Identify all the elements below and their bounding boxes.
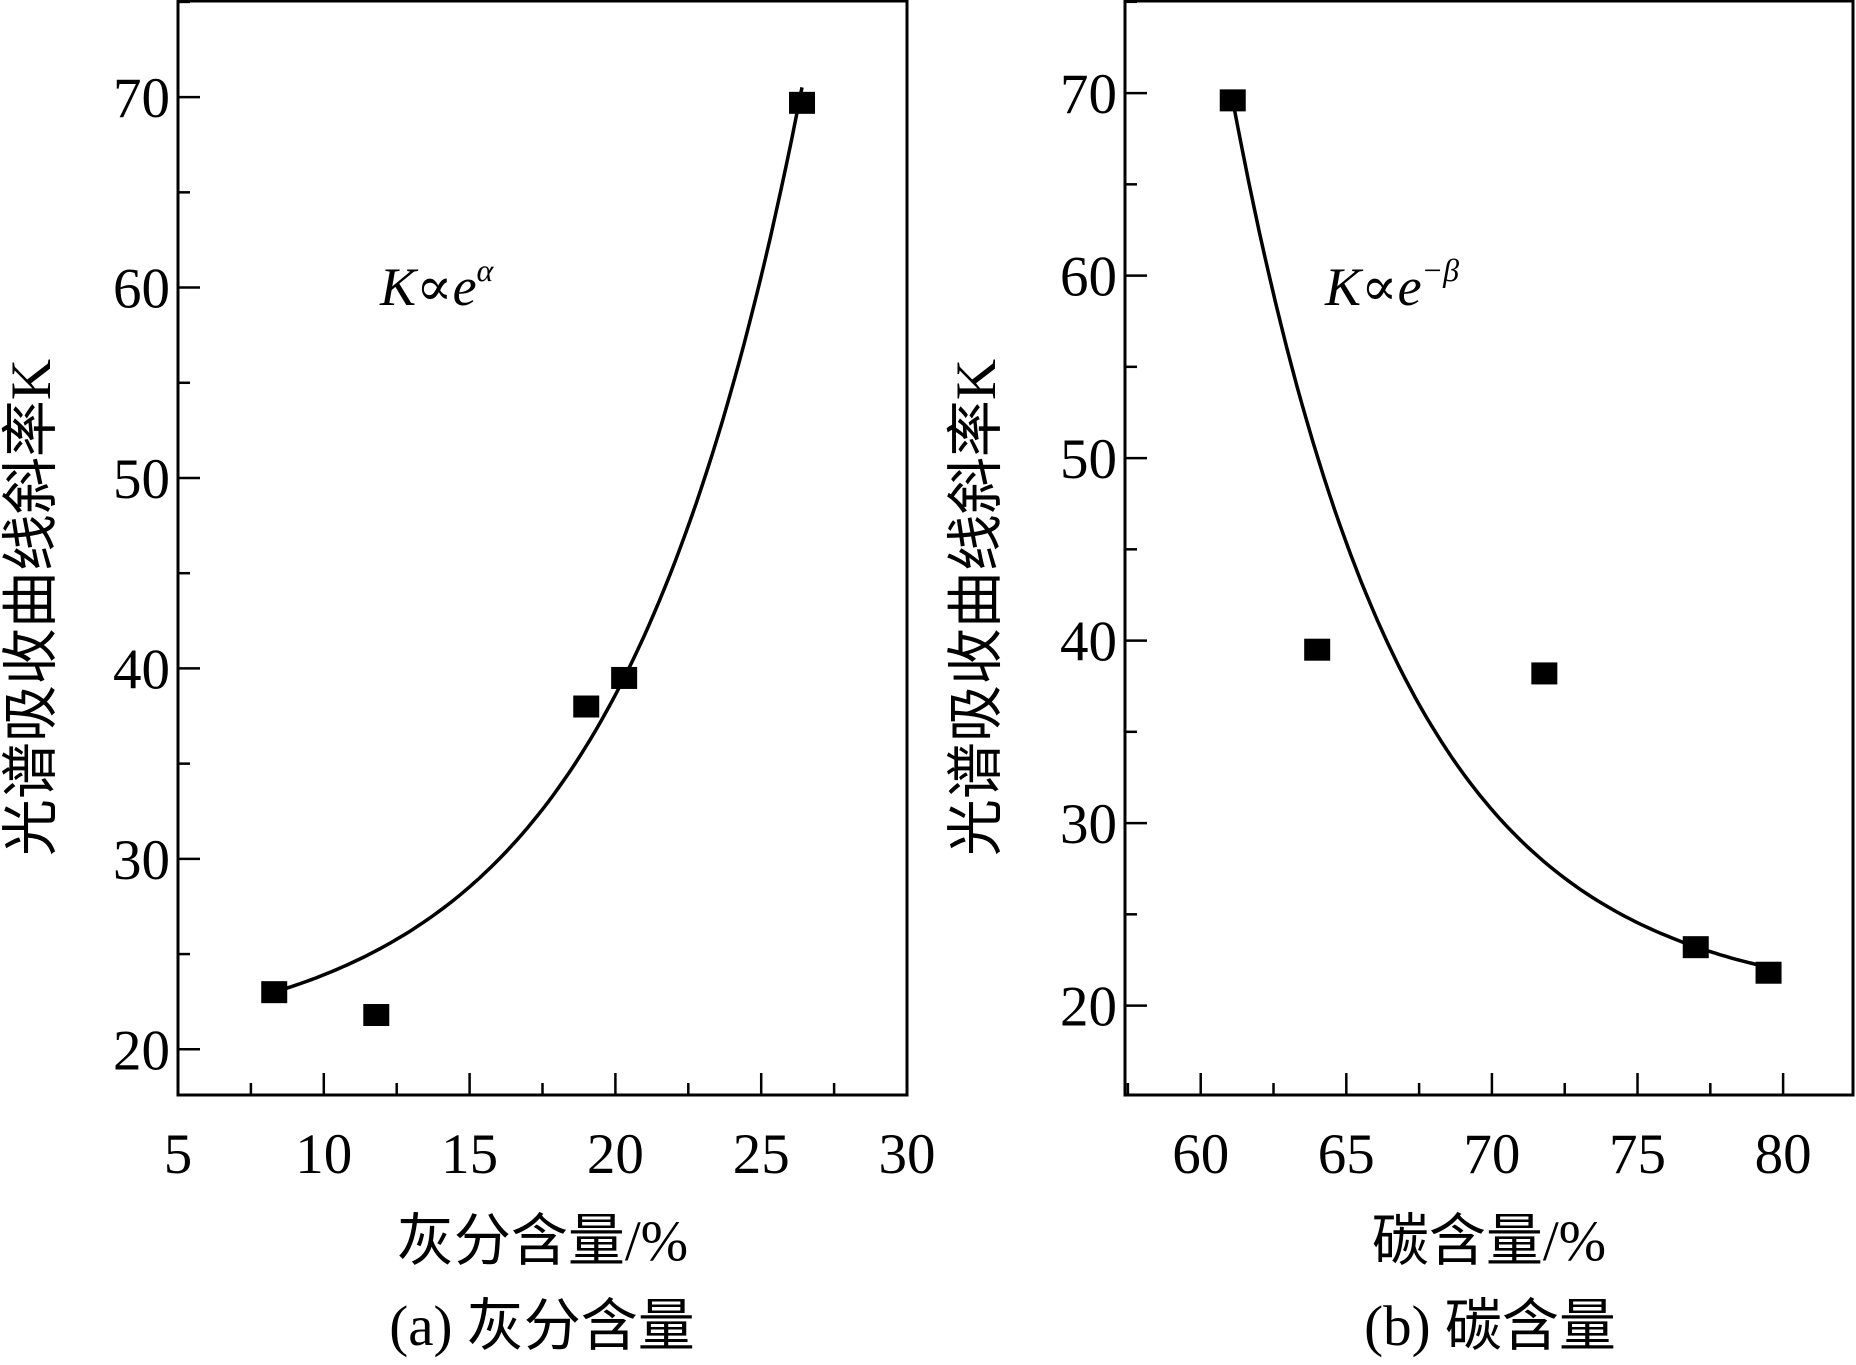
annotation-exponent: α bbox=[477, 252, 495, 288]
y-axis-title: 光谱吸收曲线斜率K bbox=[0, 359, 63, 856]
data-point bbox=[1219, 89, 1246, 112]
x-tick-label: 30 bbox=[879, 1123, 936, 1186]
data-point bbox=[363, 1004, 390, 1027]
x-tick-label: 20 bbox=[587, 1123, 644, 1186]
plot-frame bbox=[1123, 0, 1855, 1097]
chart-caption: (b) 碳含量 bbox=[1364, 1295, 1616, 1358]
plot-frame bbox=[176, 0, 909, 1097]
x-tick-label: 65 bbox=[1318, 1123, 1375, 1186]
annotation-base: K∝e bbox=[379, 257, 477, 317]
data-point bbox=[573, 695, 600, 718]
chart-b: 60 65 70 75 80 20 30 40 50 60 70 K∝e−β 碳含量/% 光谱吸收曲线斜率… bbox=[945, 0, 1855, 1358]
y-tick-label: 70 bbox=[113, 67, 170, 130]
data-point bbox=[611, 666, 638, 689]
data-point bbox=[1531, 662, 1558, 685]
data-point bbox=[1755, 961, 1782, 984]
x-tick-label: 10 bbox=[295, 1123, 352, 1186]
x-tick-label: 60 bbox=[1172, 1123, 1229, 1186]
y-tick-label: 50 bbox=[113, 448, 170, 511]
data-point bbox=[1682, 936, 1709, 959]
data-point bbox=[261, 981, 288, 1004]
x-tick-label: 70 bbox=[1463, 1123, 1520, 1186]
y-tick-label: 50 bbox=[1060, 428, 1117, 491]
y-tick-label: 30 bbox=[113, 829, 170, 892]
x-tick-label: 25 bbox=[733, 1123, 790, 1186]
chart-a: 5 10 15 20 25 30 20 30 40 50 60 70 K∝eα 灰分含量/% 光谱吸收曲线斜… bbox=[0, 0, 936, 1358]
x-tick-label: 5 bbox=[164, 1123, 193, 1186]
fit-curve bbox=[273, 87, 804, 994]
fit-annotation: K∝e−β bbox=[1324, 252, 1459, 317]
data-point bbox=[1304, 638, 1331, 661]
y-tick-label: 60 bbox=[113, 258, 170, 321]
y-tick-label: 70 bbox=[1060, 63, 1117, 126]
y-tick-label: 60 bbox=[1060, 246, 1117, 309]
y-tick-label: 40 bbox=[1060, 611, 1117, 674]
x-tick-label: 80 bbox=[1755, 1123, 1812, 1186]
y-axis-title: 光谱吸收曲线斜率K bbox=[945, 359, 1008, 856]
x-axis-title: 碳含量/% bbox=[1372, 1210, 1606, 1273]
fit-curve bbox=[1230, 100, 1770, 970]
x-tick-label: 75 bbox=[1609, 1123, 1666, 1186]
fit-annotation: K∝eα bbox=[379, 252, 495, 317]
y-tick-label: 20 bbox=[1060, 976, 1117, 1039]
y-tick-label: 40 bbox=[113, 638, 170, 701]
annotation-exponent: −β bbox=[1422, 252, 1460, 288]
annotation-base: K∝e bbox=[1324, 257, 1422, 317]
chart-caption: (a) 灰分含量 bbox=[389, 1295, 695, 1358]
x-tick-label: 15 bbox=[441, 1123, 498, 1186]
x-axis-title: 灰分含量/% bbox=[397, 1210, 688, 1273]
y-tick-label: 20 bbox=[113, 1019, 170, 1082]
y-tick-label: 30 bbox=[1060, 793, 1117, 856]
data-point bbox=[789, 91, 816, 114]
